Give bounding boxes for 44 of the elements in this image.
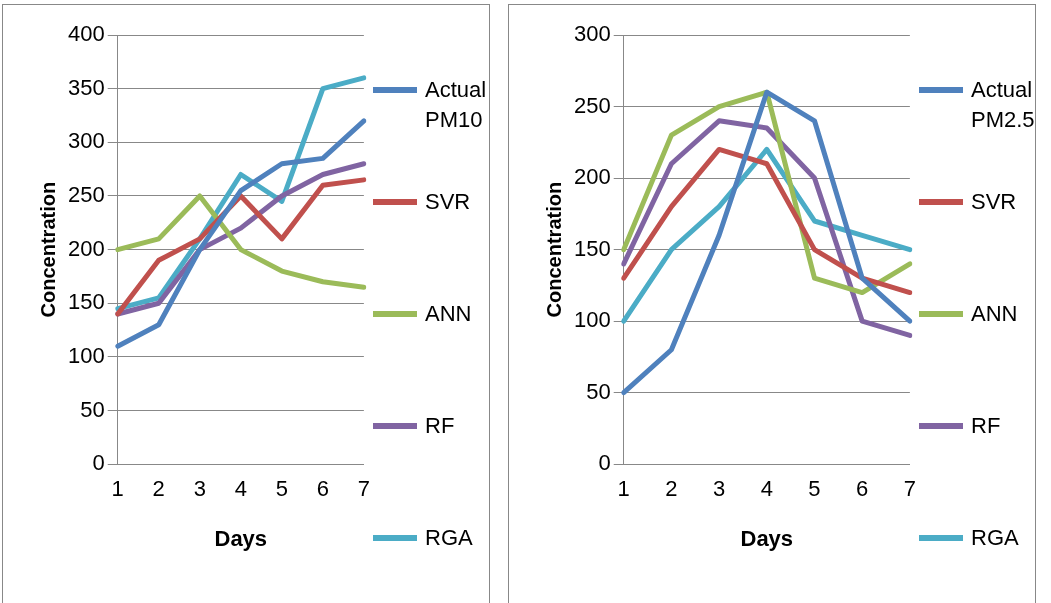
x-tick-label: 3 [193, 476, 206, 502]
x-tick-label: 1 [111, 476, 124, 502]
legend-label: RGA [971, 524, 1019, 552]
x-tick-label: 4 [760, 476, 773, 502]
legend-label: SVR [425, 188, 471, 216]
y-tick-label: 100 [67, 342, 105, 368]
y-tick-label: 200 [573, 164, 611, 190]
x-tick-label: 1 [617, 476, 630, 502]
legend-label: RF [425, 412, 455, 440]
legend-label: RGA [425, 524, 473, 552]
x-axis-title: Days [214, 525, 268, 551]
legend-label: Actual PM2.5 [971, 76, 1035, 134]
y-tick-label: 50 [586, 378, 611, 404]
x-tick-label: 6 [316, 476, 329, 502]
y-tick-label: 200 [67, 235, 105, 261]
y-tick-label: 150 [573, 235, 611, 261]
y-tick-label: 150 [67, 289, 105, 315]
x-tick-label: 4 [234, 476, 247, 502]
y-tick-label: 350 [67, 74, 105, 100]
y-tick-label: 0 [92, 450, 105, 476]
legend-label: ANN [971, 300, 1018, 328]
legend-label: RF [971, 412, 1001, 440]
x-tick-label: 3 [712, 476, 726, 502]
y-tick-label: 300 [67, 128, 105, 154]
legend-label: ANN [425, 300, 472, 328]
y-axis-title: Concentration [36, 181, 59, 318]
y-tick-label: 100 [573, 307, 611, 333]
y-tick-label: 250 [67, 182, 105, 208]
x-tick-label: 2 [665, 476, 678, 502]
x-tick-label: 7 [903, 476, 917, 502]
y-axis-title: Concentration [542, 181, 565, 318]
x-axis-title: Days [740, 525, 794, 551]
y-tick-label: 400 [67, 21, 105, 47]
y-tick-label: 0 [598, 450, 611, 476]
x-tick-label: 5 [275, 476, 288, 502]
x-tick-label: 6 [856, 476, 869, 502]
x-tick-label: 5 [808, 476, 821, 502]
x-tick-label: 7 [357, 476, 371, 502]
legend-label: SVR [971, 188, 1017, 216]
y-tick-label: 50 [80, 396, 105, 422]
y-tick-label: 300 [573, 21, 611, 47]
y-tick-label: 250 [573, 92, 611, 118]
x-tick-label: 2 [152, 476, 165, 502]
legend-label: Actual PM10 [425, 76, 488, 134]
